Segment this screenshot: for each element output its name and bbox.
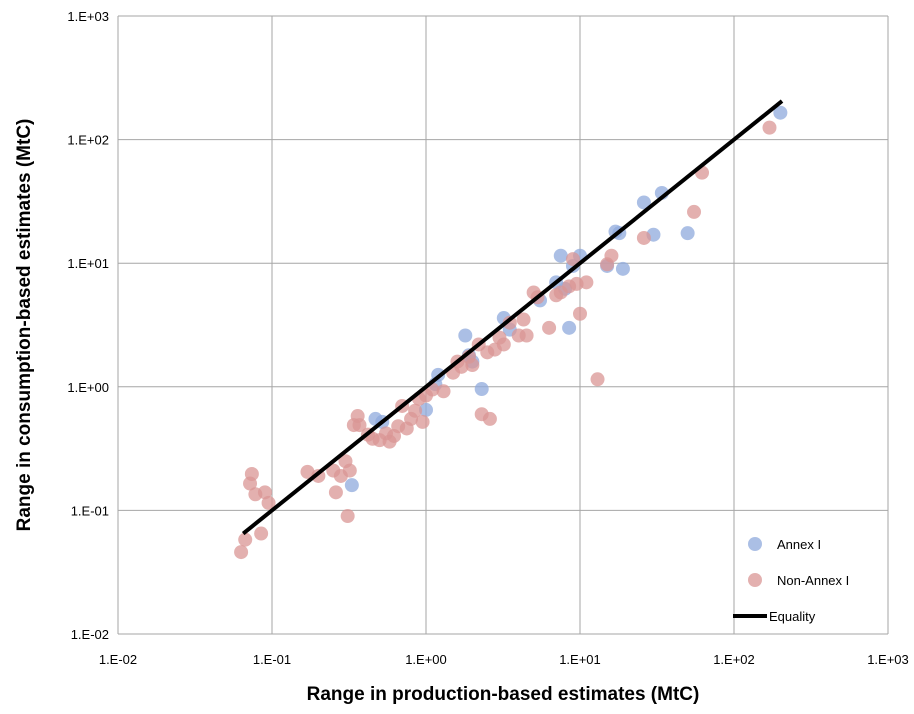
reference-lines: [241, 99, 784, 536]
non-annex-i-point: [352, 418, 367, 433]
x-axis-title: Range in production-based estimates (MtC…: [307, 684, 700, 705]
non-annex-i-point: [687, 204, 702, 219]
annex-i-point: [680, 226, 695, 241]
non-annex-i-point: [342, 463, 357, 478]
non-annex-i-point: [516, 312, 531, 327]
y-tick-label: 1.E+00: [67, 380, 109, 395]
legend-swatch-annex-i: [748, 537, 762, 551]
annex-i-point: [636, 195, 651, 210]
x-tick-label: 1.E+02: [713, 652, 755, 667]
x-tick-label: 1.E+00: [405, 652, 447, 667]
non-annex-i-point: [519, 328, 534, 343]
non-annex-i-point: [408, 403, 423, 418]
non-annex-i-point: [482, 411, 497, 426]
non-annex-i-point: [254, 526, 269, 541]
annex-i-point: [553, 248, 568, 263]
x-tick-label: 1.E+01: [559, 652, 601, 667]
non-annex-i-point: [762, 120, 777, 135]
legend-label-annex-i: Annex I: [777, 537, 821, 552]
x-axis-ticks: 1.E-02 1.E-01 1.E+00 1.E+01 1.E+02 1.E+03: [99, 652, 909, 667]
y-tick-label: 1.E+03: [67, 9, 109, 24]
annex-i-point: [615, 261, 630, 276]
x-tick-label: 1.E-02: [99, 652, 137, 667]
legend-label-equality: Equality: [769, 609, 816, 624]
non-annex-i-point: [542, 320, 557, 335]
legend-label-non-annex-i: Non-Annex I: [777, 573, 849, 588]
y-tick-label: 1.E+02: [67, 133, 109, 148]
non-annex-i-point: [465, 358, 480, 373]
y-tick-label: 1.E-02: [71, 627, 109, 642]
y-tick-label: 1.E-01: [71, 503, 109, 518]
annex-i-point: [419, 402, 433, 417]
annex-i-point: [562, 320, 577, 335]
non-annex-i-point: [300, 464, 315, 479]
legend: Annex I Non-Annex I Equality: [733, 537, 849, 624]
y-tick-label: 1.E+01: [67, 256, 109, 271]
annex-i-point: [474, 381, 489, 396]
non-annex-i-point: [238, 532, 253, 547]
y-axis-title: Range in consumption-based estimates (Mt…: [14, 119, 35, 532]
non-annex-i-point: [604, 248, 619, 263]
non-annex-i-point: [415, 414, 430, 429]
non-annex-i-point: [328, 485, 343, 500]
legend-swatch-non-annex-i: [748, 573, 762, 587]
non-annex-i-point: [340, 509, 355, 524]
non-annex-i-point: [565, 252, 580, 267]
x-tick-label: 1.E-01: [253, 652, 291, 667]
x-tick-label: 1.E+03: [867, 652, 909, 667]
y-axis-ticks: 1.E-02 1.E-01 1.E+00 1.E+01 1.E+02 1.E+03: [67, 9, 109, 642]
non-annex-i-point: [244, 467, 259, 482]
non-annex-i-point: [579, 275, 594, 290]
non-annex-i-point: [436, 384, 451, 399]
non-annex-i-point: [261, 495, 276, 510]
non-annex-i-point: [257, 485, 272, 500]
equality-line: [241, 99, 784, 536]
annex-i-point: [458, 328, 473, 343]
non-annex-i-point: [636, 230, 651, 245]
non-annex-i-point: [590, 372, 605, 387]
annex-i-point: [344, 478, 359, 493]
non-annex-i-point: [573, 306, 587, 321]
gridlines: [117, 15, 889, 635]
non-annex-i-point: [496, 337, 511, 352]
non-annex-i-point: [234, 545, 249, 560]
annex-i-point: [773, 105, 788, 120]
